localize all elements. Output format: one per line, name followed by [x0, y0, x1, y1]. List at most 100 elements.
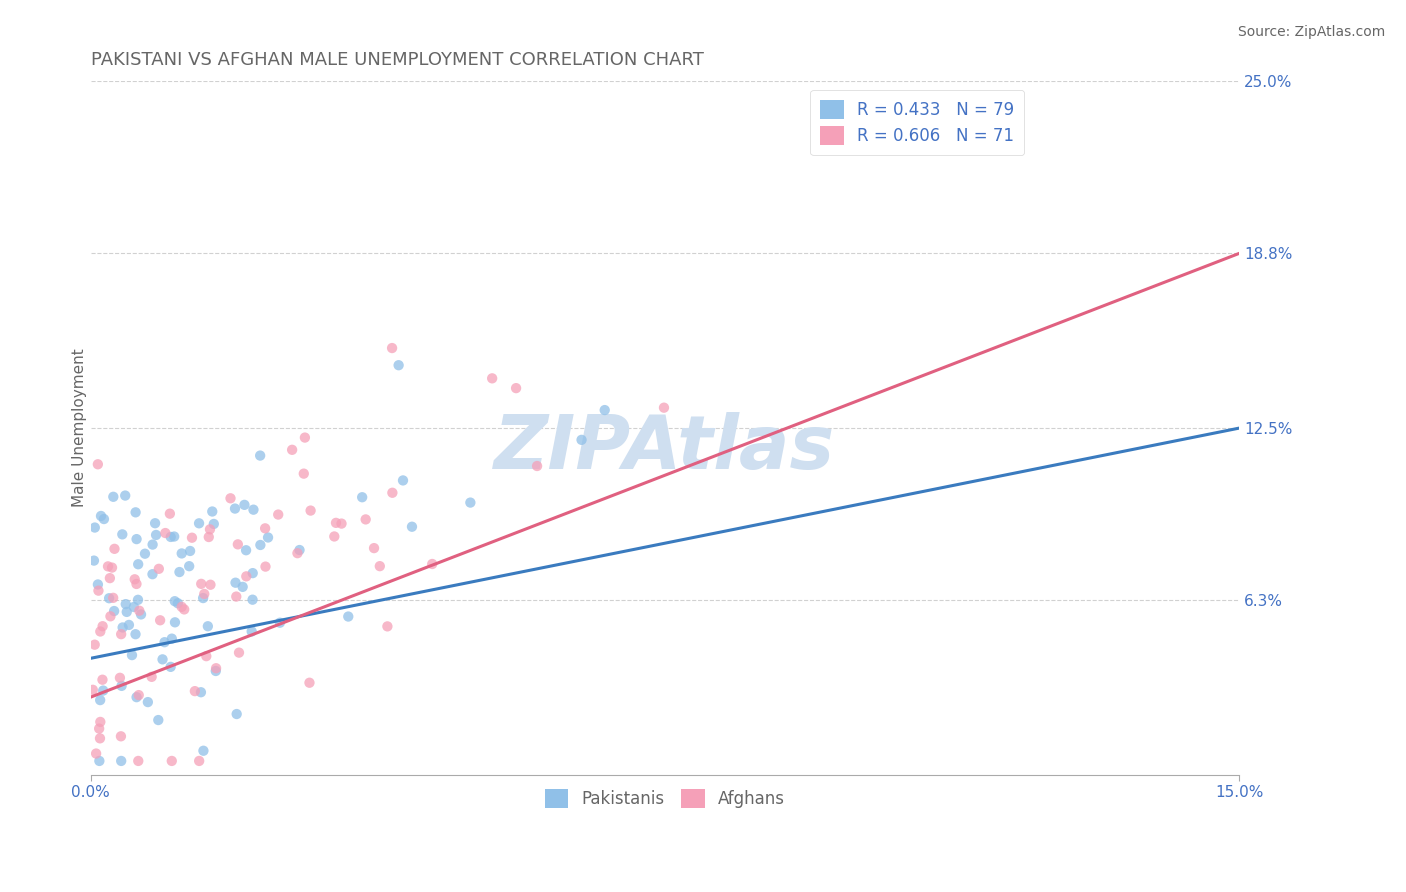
Point: [89, 722, 111, 736]
Point: [101, 560, 124, 574]
Point: [114, 489, 136, 503]
Point: [159, 530, 181, 544]
Point: [110, 754, 132, 768]
Point: [249, 538, 271, 552]
Text: ZIPAtlas: ZIPAtlas: [495, 412, 835, 485]
Point: [114, 597, 136, 611]
Point: [118, 618, 141, 632]
Point: [108, 671, 131, 685]
Point: [89, 731, 111, 746]
Point: [136, 695, 159, 709]
Point: [122, 599, 145, 614]
Point: [232, 580, 254, 594]
Point: [143, 516, 166, 531]
Point: [124, 505, 146, 519]
Point: [337, 609, 360, 624]
Point: [225, 575, 247, 590]
Point: [392, 474, 415, 488]
Point: [82, 682, 104, 697]
Point: [125, 532, 148, 546]
Point: [83, 520, 105, 534]
Point: [224, 501, 246, 516]
Point: [98, 571, 121, 585]
Point: [83, 553, 105, 567]
Point: [225, 590, 247, 604]
Point: [90, 508, 112, 523]
Point: [287, 546, 309, 560]
Point: [294, 431, 316, 445]
Point: [110, 627, 132, 641]
Point: [127, 754, 149, 768]
Point: [254, 559, 277, 574]
Point: [195, 649, 218, 664]
Point: [173, 602, 195, 616]
Point: [87, 577, 110, 591]
Point: [142, 538, 165, 552]
Point: [101, 591, 124, 605]
Point: [98, 591, 121, 606]
Point: [170, 599, 193, 614]
Point: [110, 679, 132, 693]
Point: [181, 531, 204, 545]
Point: [388, 358, 411, 372]
Point: [298, 675, 321, 690]
Point: [191, 591, 214, 605]
Point: [460, 495, 482, 509]
Point: [121, 648, 143, 662]
Point: [91, 683, 114, 698]
Point: [652, 401, 675, 415]
Point: [152, 652, 174, 666]
Point: [571, 433, 593, 447]
Point: [288, 543, 311, 558]
Point: [127, 558, 149, 572]
Point: [257, 531, 280, 545]
Point: [401, 520, 423, 534]
Point: [204, 664, 226, 678]
Point: [381, 485, 404, 500]
Point: [179, 559, 201, 574]
Point: [505, 381, 527, 395]
Point: [93, 512, 115, 526]
Point: [240, 624, 263, 639]
Point: [201, 504, 224, 518]
Point: [134, 547, 156, 561]
Point: [89, 714, 111, 729]
Point: [226, 537, 249, 551]
Point: [128, 604, 150, 618]
Point: [368, 559, 391, 574]
Point: [111, 620, 134, 634]
Point: [155, 526, 177, 541]
Point: [354, 512, 377, 526]
Point: [190, 685, 212, 699]
Point: [169, 565, 191, 579]
Point: [323, 529, 346, 543]
Point: [190, 577, 212, 591]
Point: [149, 613, 172, 627]
Point: [325, 516, 347, 530]
Point: [127, 592, 149, 607]
Point: [381, 341, 404, 355]
Point: [377, 619, 399, 633]
Point: [153, 635, 176, 649]
Point: [97, 559, 120, 574]
Point: [124, 627, 146, 641]
Point: [249, 449, 271, 463]
Point: [481, 371, 503, 385]
Point: [91, 673, 114, 687]
Point: [111, 527, 134, 541]
Point: [242, 502, 264, 516]
Point: [160, 754, 183, 768]
Point: [145, 528, 167, 542]
Point: [420, 557, 443, 571]
Point: [124, 572, 146, 586]
Point: [363, 541, 385, 555]
Point: [205, 661, 228, 675]
Point: [83, 638, 105, 652]
Point: [91, 619, 114, 633]
Point: [235, 543, 257, 558]
Point: [352, 490, 374, 504]
Point: [228, 646, 250, 660]
Point: [593, 403, 616, 417]
Point: [198, 522, 221, 536]
Text: Source: ZipAtlas.com: Source: ZipAtlas.com: [1237, 25, 1385, 39]
